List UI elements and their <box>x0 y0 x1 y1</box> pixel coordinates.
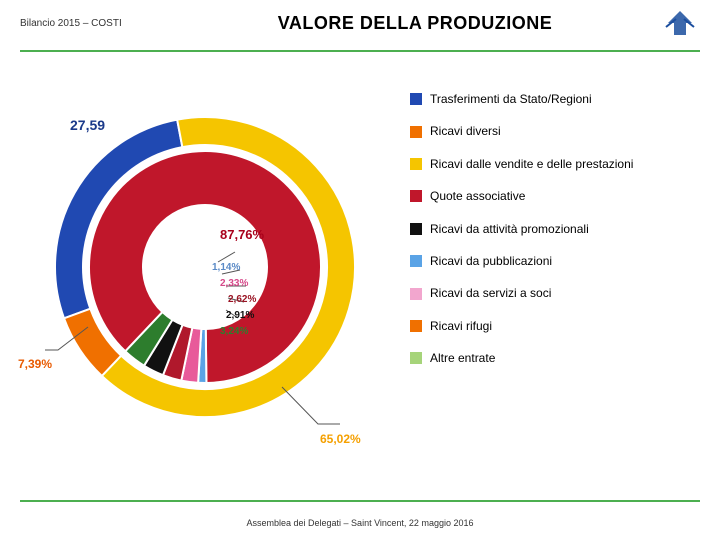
legend-swatch <box>410 352 422 364</box>
chart-value-label: 27,59 <box>70 117 105 133</box>
chart-value-label: 3,24% <box>220 326 248 337</box>
donut-chart: 27,5987,76%7,39%65,02%1,14%2,33%2,62%2,9… <box>20 62 410 442</box>
chart-value-label: 2,91% <box>226 310 254 321</box>
legend-item: Quote associative <box>410 189 700 203</box>
legend-label: Ricavi diversi <box>430 124 501 138</box>
legend-item: Ricavi da pubblicazioni <box>410 254 700 268</box>
legend-swatch <box>410 190 422 202</box>
legend-swatch <box>410 93 422 105</box>
legend-item: Trasferimenti da Stato/Regioni <box>410 92 700 106</box>
legend-swatch <box>410 126 422 138</box>
bottom-rule <box>20 500 700 502</box>
chart-value-label: 87,76% <box>220 227 264 242</box>
legend-swatch <box>410 255 422 267</box>
legend-swatch <box>410 320 422 332</box>
legend-label: Trasferimenti da Stato/Regioni <box>430 92 592 106</box>
legend-label: Altre entrate <box>430 351 495 365</box>
chart-value-label: 2,33% <box>220 278 248 289</box>
legend-item: Ricavi rifugi <box>410 319 700 333</box>
legend-swatch <box>410 223 422 235</box>
footer-text: Assemblea dei Delegati – Saint Vincent, … <box>0 512 720 540</box>
chart-value-label: 65,02% <box>320 432 361 446</box>
legend-item: Ricavi da attività promozionali <box>410 222 700 236</box>
legend-label: Quote associative <box>430 189 525 203</box>
legend: Trasferimenti da Stato/Regioni Ricavi div… <box>410 62 700 442</box>
page-title: VALORE DELLA PRODUZIONE <box>170 13 660 34</box>
legend-item: Ricavi da servizi a soci <box>410 286 700 300</box>
legend-label: Ricavi da attività promozionali <box>430 222 589 236</box>
legend-swatch <box>410 288 422 300</box>
legend-label: Ricavi rifugi <box>430 319 492 333</box>
donut-svg <box>40 102 370 432</box>
chart-value-label: 1,14% <box>212 262 240 273</box>
legend-label: Ricavi dalle vendite e delle prestazioni <box>430 157 633 171</box>
legend-item: Ricavi diversi <box>410 124 700 138</box>
top-rule <box>20 50 700 52</box>
legend-label: Ricavi da servizi a soci <box>430 286 551 300</box>
chart-value-label: 2,62% <box>228 294 256 305</box>
legend-item: Ricavi dalle vendite e delle prestazioni <box>410 157 700 171</box>
legend-label: Ricavi da pubblicazioni <box>430 254 552 268</box>
legend-item: Altre entrate <box>410 351 700 365</box>
chart-value-label: 7,39% <box>18 357 52 371</box>
legend-swatch <box>410 158 422 170</box>
org-logo <box>660 8 700 40</box>
breadcrumb: Bilancio 2015 – COSTI <box>20 18 170 29</box>
